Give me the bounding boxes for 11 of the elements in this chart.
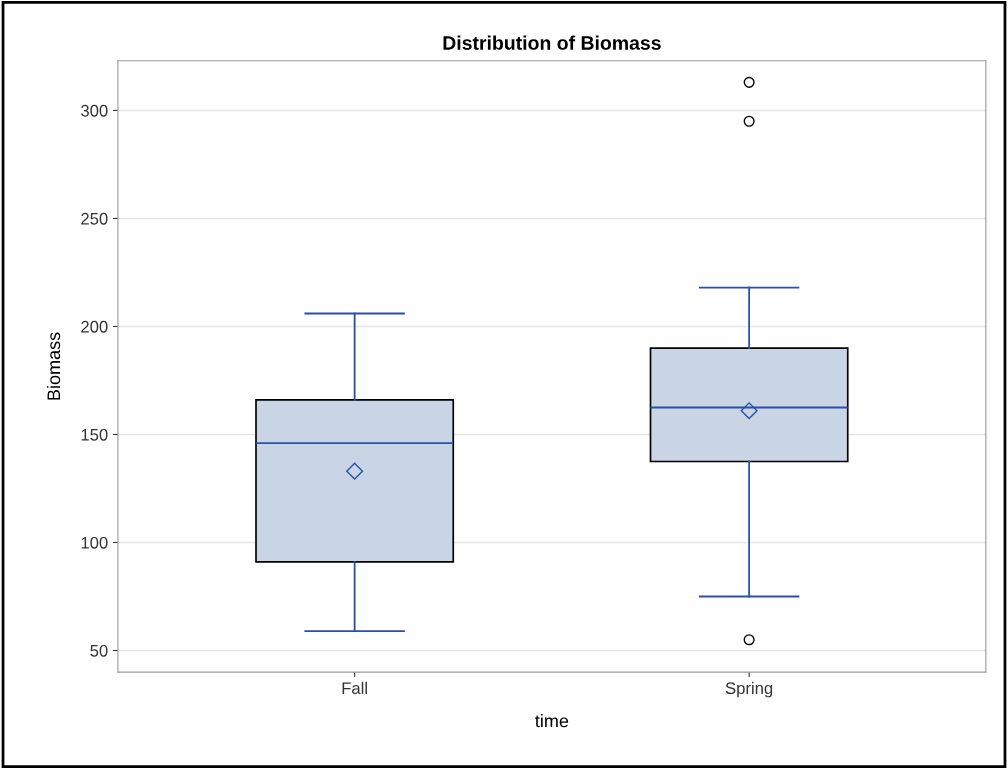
x-axis-title: time	[535, 714, 569, 728]
chart-title: Distribution of Biomass	[443, 35, 661, 50]
x-tick-label: Spring	[725, 681, 773, 698]
y-tick-label: 150	[81, 428, 108, 441]
y-tick-label: 50	[90, 644, 108, 657]
x-tick-label: Fall	[342, 681, 367, 695]
y-tick-label: 300	[81, 104, 108, 117]
y-tick-label: 250	[81, 212, 108, 225]
y-axis-title: Biomass	[46, 332, 61, 400]
y-tick-label: 200	[81, 320, 108, 333]
y-tick-label: 100	[81, 536, 108, 549]
